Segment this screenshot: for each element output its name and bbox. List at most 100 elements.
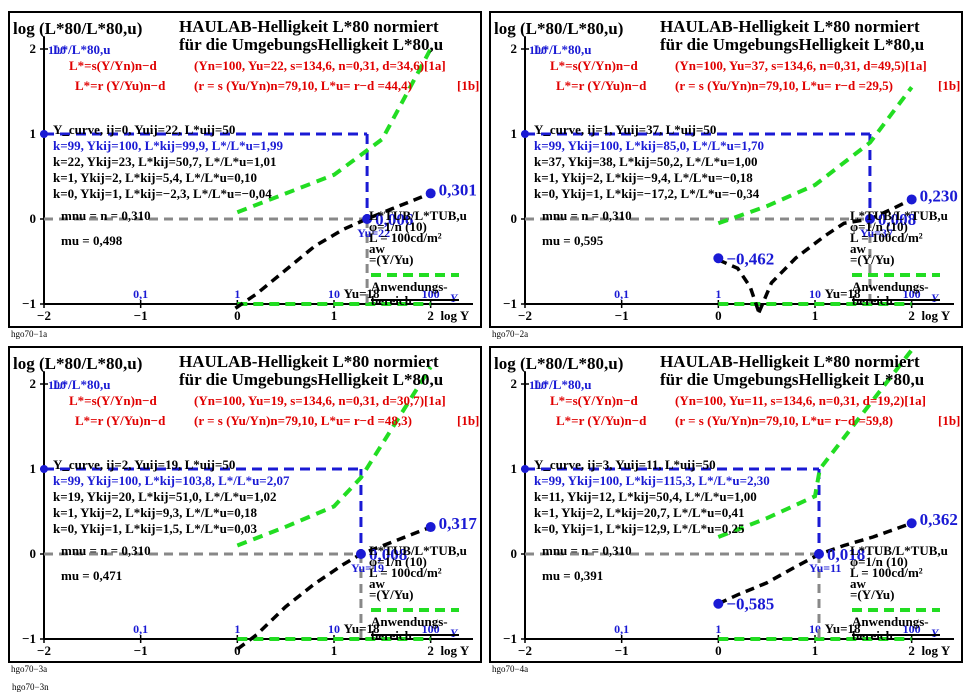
big-mid-value: 0,008 (369, 545, 407, 564)
ratio-label: L*/L*80,u (53, 42, 110, 57)
x-tick-label: 2 (427, 308, 434, 323)
x-data-tick-label: 0,1 (614, 287, 629, 301)
y-tick-label: 0 (511, 546, 518, 561)
green-upper-curve (717, 86, 914, 226)
y-tick-label: 1 (511, 126, 518, 141)
params-s: (Yn=100, Yu=37, s=134,6, n=0,31, d=49,5)… (675, 58, 927, 73)
formula-r: L*=r (Y/Yu)n−d (556, 78, 647, 93)
x-tick-label: 2 (427, 643, 434, 658)
x-tick-label: 0 (234, 643, 241, 658)
legend-line: φ=1/n (10) (369, 219, 427, 234)
legend-line: =(Y/Yu) (850, 252, 895, 267)
x-tick-label: −2 (518, 308, 532, 323)
y-tick-label: 2 (511, 41, 518, 56)
yu-axis-label: Yu=18 (344, 621, 380, 636)
x-tick-label: 1 (812, 308, 819, 323)
yu-axis-label: Yu=18 (344, 286, 380, 301)
page-footer: hgo70−3n (12, 682, 49, 692)
x-data-tick-label: 1 (234, 622, 240, 636)
formula-r: L*=r (Y/Yu)n−d (75, 78, 166, 93)
mnu-label: mnu = n = 0,310 (61, 208, 151, 223)
anwendungs-label: Anwendungs- (852, 279, 929, 294)
x-data-tick-label: 0,1 (614, 622, 629, 636)
legend-line: aw (850, 241, 867, 256)
anwendungs-label: Anwendungs- (371, 279, 448, 294)
blue-unit-point (40, 130, 48, 138)
y-axis-title: log (L*80/L*80,u) (494, 19, 623, 38)
black-dashed-curve (236, 525, 432, 651)
curve-row: k=0, Ykij=1, L*kij=−2,3, L*/L*u=−0,04 (53, 186, 272, 201)
panel-frame (8, 346, 482, 663)
yu-point-label: Yu=37 (860, 226, 893, 240)
big-mid-value: 0,008 (878, 210, 916, 229)
x-data-tick-label: 100 (422, 287, 440, 301)
y-blue-tick-label: 100 (529, 43, 547, 57)
yu-point-label: Yu=11 (809, 561, 841, 575)
curve-row: k=19, Ykij=20, L*kij=51,0, L*/L*u=1,02 (53, 489, 276, 504)
curve-row: k=99, Ykij=100, L*kij=99,9, L*/L*u=1,99 (53, 138, 283, 153)
params-r: (r = s (Yu/Yn)n=79,10, L*u= r−d =48,3) (194, 413, 412, 428)
curve-row: k=11, Ykij=12, L*kij=50,4, L*/L*u=1,00 (534, 489, 757, 504)
ratio-label: L*/L*80,u (534, 377, 591, 392)
x-data-tick-label: 1 (715, 622, 721, 636)
y-axis-title: log (L*80/L*80,u) (13, 19, 142, 38)
yu-point-label: Yu=22 (357, 226, 390, 240)
curve-row: k=1, Ykij=2, L*kij=9,3, L*/L*u=0,18 (53, 505, 257, 520)
curve-row: k=1, Ykij=2, L*kij=5,4, L*/L*u=0,10 (53, 170, 257, 185)
curve-heading: Y_curve, ij=0, Yuij=22, L*uij=50 (53, 122, 235, 137)
legend-line: L = 100cd/m² (369, 565, 442, 580)
mu-label: mu = 0,595 (542, 233, 604, 248)
x-data-tick-label: 100 (422, 622, 440, 636)
x-data-tick-label: 100 (903, 622, 921, 636)
y-axis-title: log (L*80/L*80,u) (494, 354, 623, 373)
y-tick-label: 1 (30, 126, 37, 141)
x-tick-label: 2 (908, 308, 915, 323)
panel-frame (8, 11, 482, 328)
panel-footer: hgo70−1a (11, 329, 47, 339)
blue-low-point (713, 598, 724, 609)
x-data-tick-label: 100 (903, 287, 921, 301)
blue-end-point (425, 522, 436, 533)
legend-line: aw (850, 576, 867, 591)
x-axis-label: log Y (440, 643, 469, 658)
legend-line: =(Y/Yu) (369, 252, 414, 267)
x-tick-label: 1 (331, 643, 338, 658)
legend-line: =(Y/Yu) (369, 587, 414, 602)
legend-line: aw (369, 241, 386, 256)
legend-line: L*TUB/L*TUB,u (850, 543, 948, 558)
x-data-tick-label: 10 (328, 287, 340, 301)
curve-row: k=0, Ykij=1, L*kij=1,5, L*/L*u=0,03 (53, 521, 257, 536)
anwendungs-label: Anwendungs- (371, 614, 448, 629)
legend-line: φ=1/n (10) (369, 554, 427, 569)
x-tick-label: 0 (715, 643, 722, 658)
blue-end-point (906, 194, 917, 205)
x-tick-label: −2 (518, 643, 532, 658)
blue-unit-point (521, 130, 529, 138)
y-tick-label: 2 (30, 376, 37, 391)
panel-title-line2: für die UmgebungsHelligkeit L*80,u (660, 370, 924, 389)
x-data-tick-label: 1 (234, 287, 240, 301)
green-upper-curve (236, 365, 433, 548)
x-axis-label: log Y (440, 308, 469, 323)
curve-heading: Y_curve, ij=1, Yuij=37, L*uij=50 (534, 122, 716, 137)
blue-end-point (425, 188, 436, 199)
legend-line: L = 100cd/m² (850, 230, 923, 245)
anwendungs-label: Anwendungs- (852, 614, 929, 629)
ratio-label: L*/L*80,u (53, 377, 110, 392)
x-tick-label: −1 (615, 643, 629, 658)
x-data-name: Y (450, 291, 459, 305)
curve-row: k=99, Ykij=100, L*kij=115,3, L*/L*u=2,30 (534, 473, 770, 488)
black-dashed-left-curve (717, 258, 761, 314)
curve-row: k=1, Ykij=2, L*kij=20,7, L*/L*u=0,41 (534, 505, 744, 520)
blue-yu-point (355, 549, 366, 559)
x-tick-label: 0 (715, 308, 722, 323)
params-r: (r = s (Yu/Yn)n=79,10, L*u= r−d =59,8) (675, 413, 893, 428)
y-tick-label: −1 (22, 631, 36, 646)
formula-s: L*=s(Y/Yn)n−d (550, 58, 639, 73)
x-tick-label: −1 (615, 308, 629, 323)
y-axis-title: log (L*80/L*80,u) (13, 354, 142, 373)
ref-r: [1b] (457, 413, 479, 428)
x-axis-label: log Y (921, 643, 950, 658)
big-mid-value: 0,006 (375, 210, 413, 229)
